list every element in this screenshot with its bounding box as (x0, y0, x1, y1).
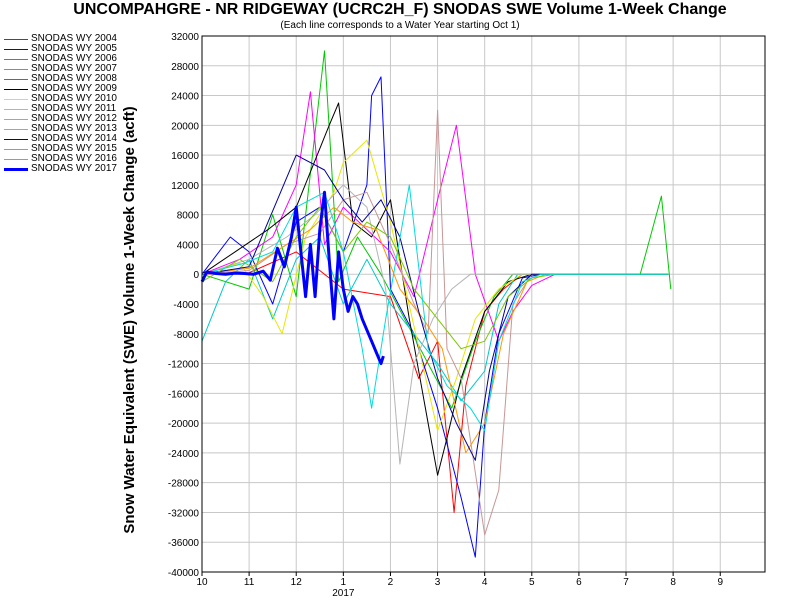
legend-swatch (4, 158, 28, 160)
chart-title: UNCOMPAHGRE - NR RIDGEWAY (UCRC2H_F) SNO… (73, 1, 727, 18)
y-tick-label: 20000 (171, 121, 199, 132)
legend-label: SNODAS WY 2016 (31, 153, 117, 164)
legend-swatch (4, 78, 28, 80)
x-tick-label: 4 (482, 577, 488, 588)
legend-label: SNODAS WY 2017 (31, 163, 117, 174)
series-line-snodas-wy-2009 (201, 102, 669, 476)
y-axis-label: Snow Water Equivalent (SWE) Volume 1-Wee… (121, 106, 138, 533)
y-tick-label: 16000 (171, 151, 199, 162)
series-line-snodas-wy-2017 (200, 190, 385, 366)
series-line-snodas-wy-2010 (201, 139, 669, 432)
y-tick-label: 24000 (171, 92, 199, 103)
legend-label: SNODAS WY 2005 (31, 43, 117, 54)
legend-item: SNODAS WY 2014 (4, 134, 117, 144)
y-tick-label: -32000 (168, 508, 200, 519)
y-tick-label: 4000 (177, 240, 200, 251)
legend-label: SNODAS WY 2012 (31, 113, 117, 124)
chart-subtitle: (Each line corresponds to a Water Year s… (280, 20, 520, 31)
series-line-snodas-wy-2012 (201, 109, 669, 536)
legend-label: SNODAS WY 2010 (31, 93, 117, 104)
x-tick-label: 2 (388, 577, 394, 588)
legend-item: SNODAS WY 2017 (4, 164, 117, 174)
legend-label: SNODAS WY 2004 (31, 33, 117, 44)
series-line-snodas-wy-2005 (201, 76, 669, 558)
x-tick-label: 5 (529, 577, 535, 588)
series-line-snodas-wy-2011 (201, 184, 669, 465)
y-tick-label: 28000 (171, 62, 199, 73)
legend-swatch (4, 138, 28, 140)
x-tick-label: 6 (576, 577, 582, 588)
legend-label: SNODAS WY 2009 (31, 83, 117, 94)
legend-swatch (4, 128, 28, 130)
legend-item: SNODAS WY 2010 (4, 94, 117, 104)
legend-swatch (4, 88, 28, 90)
legend-item: SNODAS WY 2008 (4, 74, 117, 84)
legend-swatch (4, 68, 28, 70)
legend-item: SNODAS WY 2016 (4, 154, 117, 164)
legend-swatch (4, 38, 28, 40)
legend-item: SNODAS WY 2006 (4, 54, 117, 64)
y-tick-label: 32000 (171, 32, 199, 43)
legend-item: SNODAS WY 2005 (4, 44, 117, 54)
y-tick-label: -28000 (168, 479, 200, 490)
legend-label: SNODAS WY 2008 (31, 73, 117, 84)
x-tick-label: 7 (623, 577, 629, 588)
y-tick-label: -12000 (168, 360, 200, 371)
y-tick-label: -20000 (168, 419, 200, 430)
legend-swatch (4, 48, 28, 50)
legend-label: SNODAS WY 2006 (31, 53, 117, 64)
series-line-snodas-wy-2016 (201, 184, 669, 432)
y-tick-label: -16000 (168, 389, 200, 400)
x-tick-label: 1 (341, 577, 347, 588)
legend-swatch (4, 118, 28, 120)
legend-item: SNODAS WY 2015 (4, 144, 117, 154)
plot-border (201, 35, 766, 573)
x-year-label: 2017 (332, 588, 355, 599)
legend-item: SNODAS WY 2013 (4, 124, 117, 134)
x-tick-label: 8 (670, 577, 676, 588)
y-tick-label: -8000 (173, 330, 199, 341)
x-tick-label: 3 (435, 577, 441, 588)
legend-label: SNODAS WY 2007 (31, 63, 117, 74)
y-tick-label: 12000 (171, 181, 199, 192)
y-tick-label: -36000 (168, 538, 200, 549)
legend-item: SNODAS WY 2007 (4, 64, 117, 74)
legend-swatch (4, 58, 28, 60)
legend-label: SNODAS WY 2011 (31, 103, 117, 114)
legend-swatch (4, 108, 28, 110)
y-tick-label: -4000 (173, 300, 199, 311)
y-tick-label: 8000 (177, 211, 200, 222)
x-tick-label: 9 (717, 577, 723, 588)
legend-swatch (4, 148, 28, 150)
legend-item: SNODAS WY 2004 (4, 34, 117, 44)
x-tick-label: 11 (244, 577, 255, 588)
legend: SNODAS WY 2004 SNODAS WY 2005 SNODAS WY 20… (4, 34, 117, 174)
legend-label: SNODAS WY 2013 (31, 123, 117, 134)
legend-swatch (4, 167, 28, 171)
x-tick-label: 12 (291, 577, 303, 588)
legend-item: SNODAS WY 2012 (4, 114, 117, 124)
legend-swatch (4, 98, 28, 100)
legend-label: SNODAS WY 2015 (31, 143, 117, 154)
legend-item: SNODAS WY 2011 (4, 104, 117, 114)
y-tick-label: 0 (193, 270, 199, 281)
legend-label: SNODAS WY 2014 (31, 133, 117, 144)
series-line-snodas-wy-2007 (201, 236, 669, 402)
y-tick-label: -24000 (168, 449, 200, 460)
legend-item: SNODAS WY 2009 (4, 84, 117, 94)
y-tick-label: -40000 (168, 568, 200, 579)
x-tick-label: 10 (196, 577, 208, 588)
